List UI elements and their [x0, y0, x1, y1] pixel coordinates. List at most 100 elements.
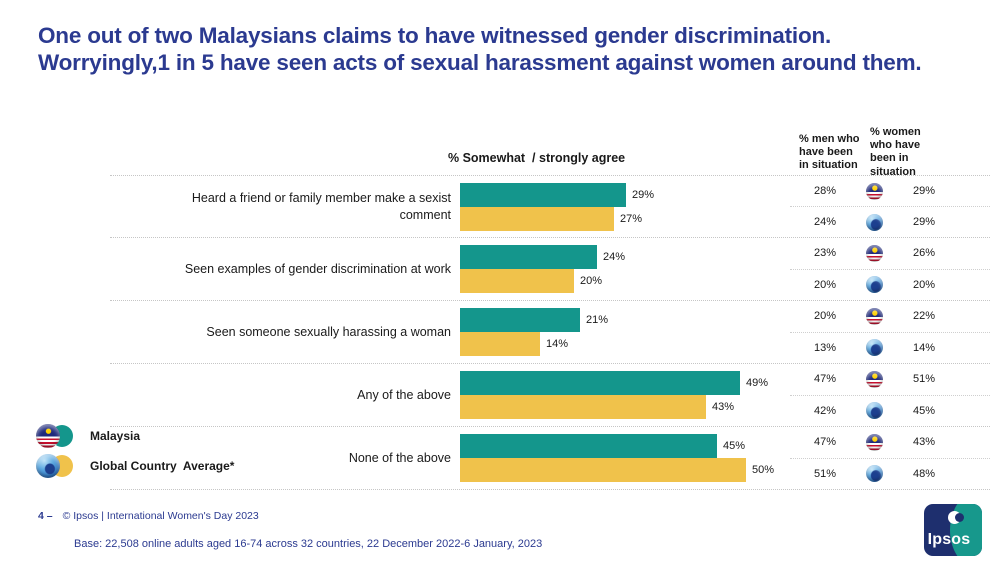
- malaysia-stat-row: 20% 22%: [790, 301, 990, 333]
- malaysia-stat-row: 47% 51%: [790, 364, 990, 396]
- global-men-value: 13%: [813, 341, 837, 354]
- malaysia-bar: [460, 371, 740, 395]
- global-bar-row: 43%: [460, 395, 790, 419]
- global-bar-value: 14%: [546, 338, 569, 350]
- globe-icon: [866, 402, 883, 420]
- malaysia-flag-icon: [866, 182, 883, 200]
- chart-group-row: None of the above 45% 50% 47% 43% 51% 48…: [110, 427, 990, 490]
- malaysia-men-value: 23%: [813, 247, 837, 260]
- stat-columns: 23% 26% 20% 20%: [790, 238, 990, 300]
- global-stat-row: 42% 45%: [790, 396, 990, 427]
- page-title: One out of two Malaysians claims to have…: [38, 23, 922, 76]
- global-men-value: 42%: [813, 404, 837, 417]
- malaysia-bar: [460, 434, 717, 458]
- malaysia-flag-icon: [866, 307, 883, 325]
- malaysia-stat-row: 23% 26%: [790, 238, 990, 270]
- malaysia-bar-value: 21%: [586, 314, 609, 326]
- malaysia-women-value: 29%: [912, 185, 936, 197]
- copyright-text: © Ipsos | International Women's Day 2023: [62, 510, 259, 522]
- global-women-value: 29%: [912, 216, 936, 228]
- global-women-value: 14%: [912, 341, 936, 354]
- malaysia-flag-icon: [36, 424, 60, 448]
- chart-group-row: Heard a friend or family member make a s…: [110, 175, 990, 238]
- category-label: Heard a friend or family member make a s…: [191, 191, 451, 222]
- malaysia-bar-value: 49%: [746, 377, 769, 389]
- bar-pair: 21% 14%: [460, 308, 790, 356]
- malaysia-men-value: 20%: [813, 310, 837, 323]
- globe-icon: [866, 465, 883, 483]
- bar-pair: 49% 43%: [460, 371, 790, 419]
- malaysia-women-value: 43%: [912, 436, 936, 449]
- legend-item-malaysia: Malaysia: [36, 421, 234, 451]
- malaysia-women-value: 26%: [912, 247, 936, 260]
- malaysia-flag-icon: [866, 370, 883, 388]
- malaysia-bar: [460, 182, 626, 207]
- global-bar: [460, 458, 746, 482]
- legend-item-global: Global Country Average*: [36, 451, 234, 481]
- stat-columns: 47% 51% 42% 45%: [790, 364, 990, 426]
- malaysia-bar-row: 49%: [460, 371, 790, 395]
- malaysia-women-value: 22%: [912, 310, 936, 323]
- global-bar-row: 27%: [460, 206, 790, 231]
- globe-icon: [866, 213, 883, 231]
- stat-columns: 28% 29% 24% 29%: [790, 176, 990, 237]
- legend-label-malaysia: Malaysia: [90, 429, 141, 443]
- malaysia-flag-icon: [866, 433, 883, 451]
- malaysia-bar-value: 29%: [632, 188, 655, 201]
- global-bar: [460, 206, 614, 231]
- malaysia-stat-row: 28% 29%: [790, 176, 990, 207]
- category-label: None of the above: [348, 450, 451, 465]
- malaysia-bar-row: 45%: [460, 434, 790, 458]
- malaysia-women-value: 51%: [912, 373, 936, 386]
- global-bar-row: 14%: [460, 332, 790, 356]
- global-women-value: 48%: [912, 467, 936, 480]
- stat-header-men: % men who have been in situation: [799, 133, 860, 172]
- globe-icon: [866, 276, 883, 294]
- logo-face-icon: [948, 511, 964, 524]
- category-label: Seen examples of gender discrimination a…: [184, 261, 451, 276]
- bar-pair: 24% 20%: [460, 245, 790, 293]
- global-bar-value: 43%: [712, 401, 735, 413]
- malaysia-stat-row: 47% 43%: [790, 427, 990, 459]
- chart-group-row: Seen examples of gender discrimination a…: [110, 238, 990, 301]
- chart-axis-header: % Somewhat / strongly agree: [448, 151, 626, 165]
- global-stat-row: 51% 48%: [790, 459, 990, 490]
- global-stat-row: 20% 20%: [790, 270, 990, 301]
- page-number: 4 –: [38, 510, 53, 522]
- global-men-value: 51%: [813, 467, 837, 480]
- stat-columns: 47% 43% 51% 48%: [790, 427, 990, 489]
- global-bar: [460, 395, 706, 419]
- category-label: Any of the above: [357, 387, 451, 402]
- global-bar: [460, 269, 574, 293]
- global-stat-row: 13% 14%: [790, 333, 990, 364]
- malaysia-bar: [460, 245, 597, 269]
- legend-label-global: Global Country Average*: [90, 459, 235, 473]
- global-bar-row: 20%: [460, 269, 790, 293]
- malaysia-bar-row: 29%: [460, 182, 790, 207]
- malaysia-men-value: 47%: [813, 373, 837, 386]
- malaysia-bar-row: 21%: [460, 308, 790, 332]
- global-stat-row: 24% 29%: [790, 207, 990, 237]
- malaysia-flag-icon: [866, 244, 883, 262]
- globe-icon: [866, 339, 883, 357]
- global-bar-value: 20%: [580, 275, 603, 287]
- global-bar-value: 27%: [620, 212, 643, 225]
- stat-columns: 20% 22% 13% 14%: [790, 301, 990, 363]
- chart-group-row: Seen someone sexually harassing a woman …: [110, 301, 990, 364]
- malaysia-bar-value: 45%: [723, 440, 746, 452]
- logo-wordmark: Ipsos: [927, 531, 971, 548]
- legend-glyph-global: [36, 454, 80, 478]
- malaysia-bar-row: 24%: [460, 245, 790, 269]
- global-women-value: 45%: [912, 404, 936, 417]
- legend-glyph-malaysia: [36, 424, 80, 448]
- ipsos-logo: Ipsos: [924, 504, 982, 556]
- bar-pair: 29% 27%: [460, 182, 790, 231]
- bar-chart: Heard a friend or family member make a s…: [110, 175, 990, 490]
- malaysia-bar-value: 24%: [603, 251, 626, 263]
- malaysia-men-value: 47%: [813, 436, 837, 449]
- global-bar-row: 50%: [460, 458, 790, 482]
- footer-base-note: Base: 22,508 online adults aged 16-74 ac…: [74, 538, 543, 550]
- malaysia-men-value: 28%: [813, 185, 837, 197]
- category-label: Seen someone sexually harassing a woman: [206, 324, 451, 339]
- footer-credit: 4 – © Ipsos | International Women's Day 2…: [38, 510, 259, 522]
